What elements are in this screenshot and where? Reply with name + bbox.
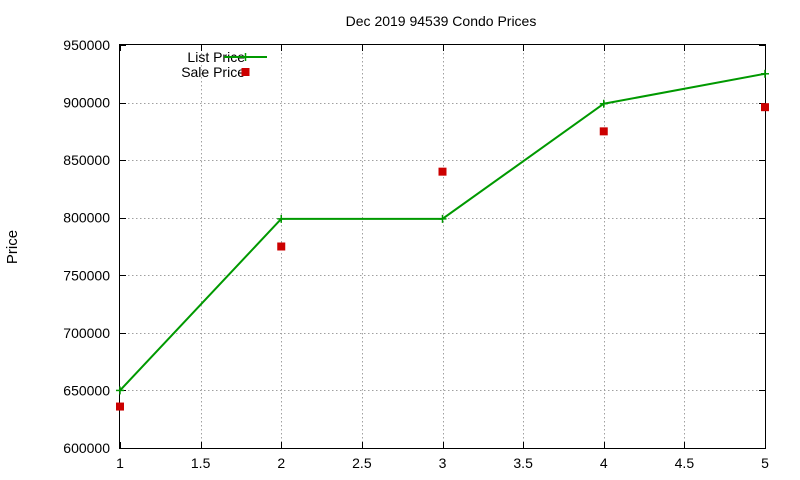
x-tick-label: 4 [600, 455, 608, 471]
list-price-point [277, 214, 286, 223]
x-tick-label: 4.5 [675, 455, 695, 471]
sale-price-series [116, 103, 769, 411]
sale-price-point [761, 103, 769, 112]
list-price-point [116, 386, 124, 395]
x-tick-label: 2.5 [352, 455, 372, 471]
y-tick-label: 950000 [63, 37, 110, 53]
chart-title: Dec 2019 94539 Condo Prices [346, 13, 537, 29]
legend-marker-sale-price [241, 68, 250, 76]
legend-marker-list-price [241, 53, 250, 61]
legend-label-list-price: List Price [187, 49, 245, 65]
plot-frame [119, 44, 766, 449]
y-tick-label: 600000 [63, 440, 110, 456]
sale-price-point [599, 127, 608, 136]
y-axis-label: Price [4, 230, 21, 264]
sale-price-point [438, 167, 447, 176]
x-tick-label: 1 [116, 455, 124, 471]
sale-price-point [277, 242, 286, 251]
sale-price-point [116, 402, 124, 411]
x-tick-label: 5 [761, 455, 769, 471]
y-tick-label: 800000 [63, 210, 110, 226]
y-tick-label: 850000 [63, 152, 110, 168]
x-tick-label: 3.5 [513, 455, 533, 471]
list-price-point [438, 214, 447, 223]
series-layer [116, 69, 769, 411]
y-tick-label: 650000 [63, 382, 110, 398]
list-price-point [599, 99, 608, 108]
y-tick-label: 900000 [63, 95, 110, 111]
list-price-series [116, 69, 769, 395]
x-tick-label: 3 [439, 455, 447, 471]
y-tick-label: 700000 [63, 325, 110, 341]
list-price-line [119, 72, 766, 392]
y-tick-label: 750000 [63, 267, 110, 283]
x-tick-label: 1.5 [191, 455, 211, 471]
grid-layer [120, 45, 765, 448]
list-price-point [761, 69, 769, 78]
x-tick-label: 2 [277, 455, 285, 471]
legend-label-sale-price: Sale Price [181, 64, 245, 80]
ticks-layer: 1 1.5 2 2.5 3 3.5 4 4.5 5 600000 650000 700000 75000… [63, 37, 769, 471]
